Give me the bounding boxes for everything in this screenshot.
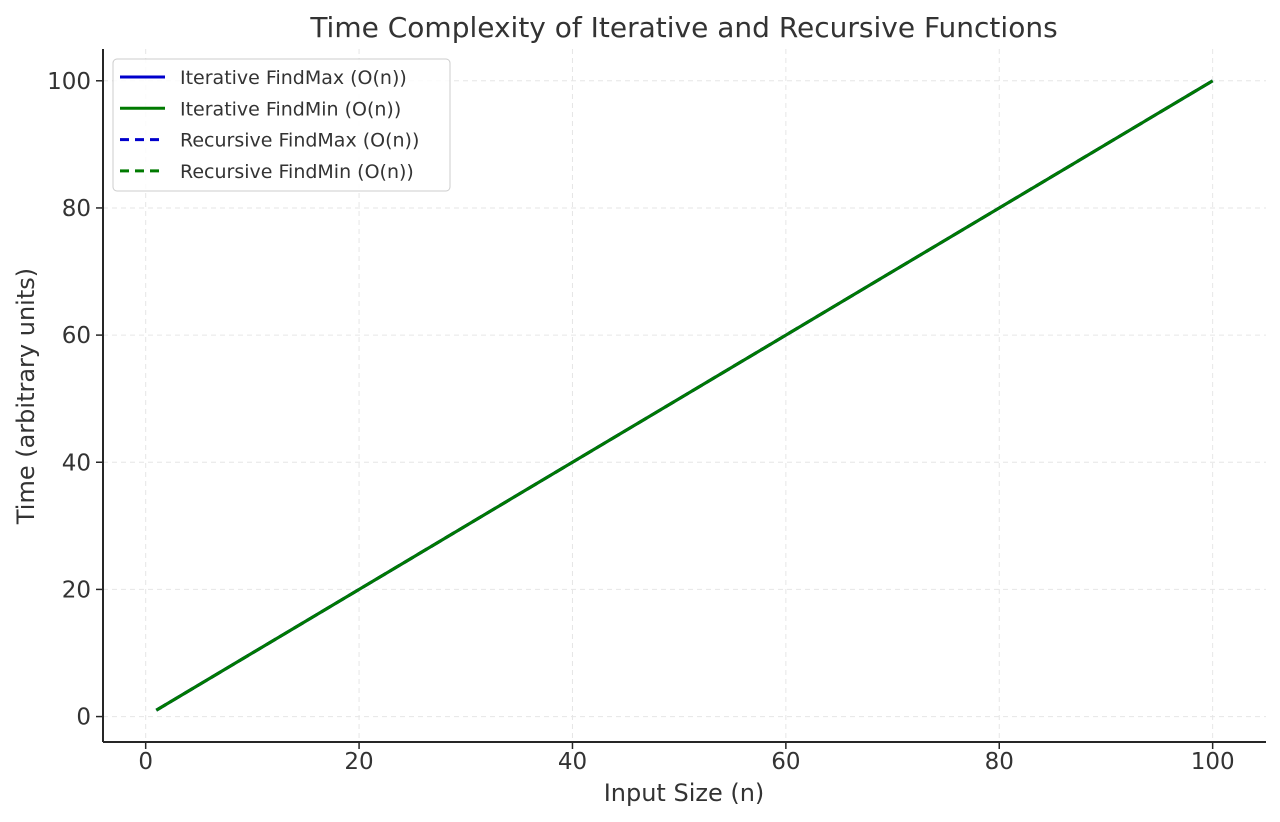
x-tick-label: 40	[558, 749, 587, 775]
legend-entry-label: Iterative FindMax (O(n))	[180, 67, 407, 89]
y-tick-label: 0	[76, 705, 91, 731]
legend-frame	[112, 58, 451, 192]
x-tick-label: 100	[1191, 749, 1235, 775]
series-line-recursive-findmin-o-n	[155, 79, 1214, 712]
x-tick-label: 60	[771, 749, 800, 775]
y-tick-label: 100	[47, 69, 91, 95]
axis-ticks: 0 20 40 60 80 100 0 20 40 60 80 100	[47, 69, 1235, 775]
chart-title: Time Complexity of Iterative and Recursi…	[309, 11, 1057, 44]
y-tick-label: 80	[62, 196, 91, 222]
series-lines	[155, 79, 1214, 712]
x-tick-label: 80	[985, 749, 1014, 775]
legend-entry-label: Iterative FindMin (O(n))	[180, 98, 401, 120]
legend-entry-label: Recursive FindMax (O(n))	[180, 130, 419, 152]
y-axis-label: Time (arbitrary units)	[12, 268, 40, 525]
x-tick-label: 20	[344, 749, 373, 775]
x-tick-label: 0	[138, 749, 153, 775]
y-tick-label: 20	[62, 577, 91, 603]
y-tick-label: 60	[62, 323, 91, 349]
y-tick-label: 40	[62, 450, 91, 476]
x-axis-label: Input Size (n)	[604, 779, 765, 807]
legend: Iterative FindMax (O(n)) Iterative FindMi…	[112, 58, 451, 192]
legend-entry-label: Recursive FindMin (O(n))	[180, 161, 414, 183]
